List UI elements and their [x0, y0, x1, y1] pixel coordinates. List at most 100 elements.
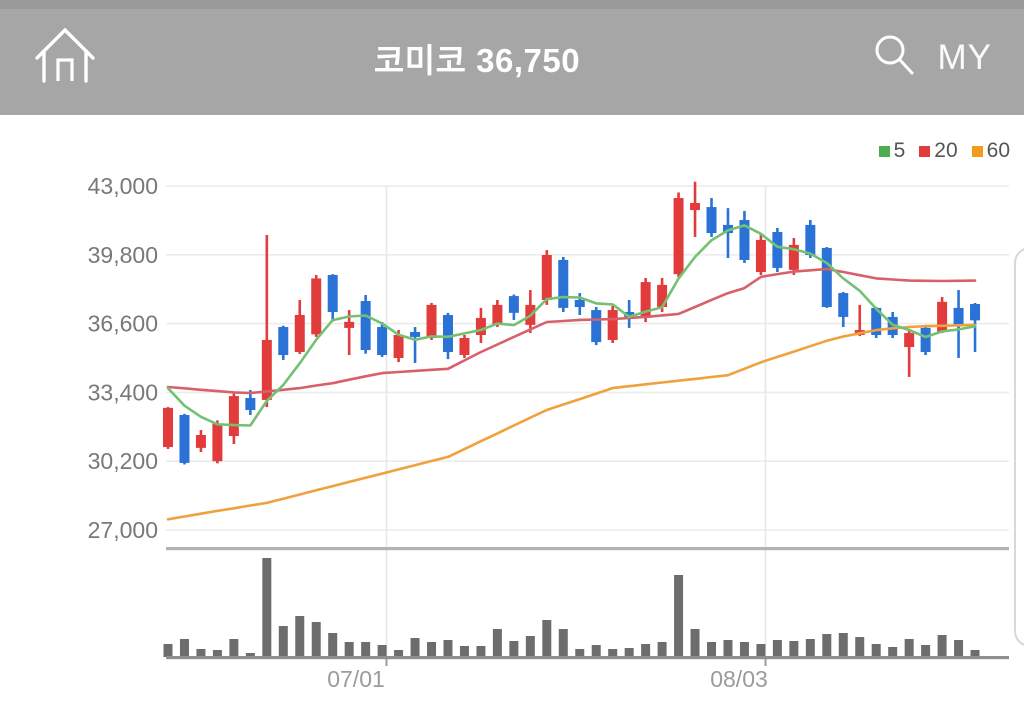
- candle-up: [657, 284, 668, 308]
- candle-down: [377, 327, 388, 355]
- home-icon[interactable]: [34, 26, 96, 89]
- volume-bar: [344, 642, 354, 657]
- volume-bar: [805, 639, 815, 657]
- volume-bar: [278, 626, 288, 657]
- candle-down: [706, 207, 717, 234]
- candle-up: [311, 278, 322, 335]
- volume-bar: [295, 616, 305, 657]
- volume-bar: [970, 650, 980, 657]
- candle-down: [278, 327, 289, 355]
- my-menu-button[interactable]: MY: [937, 37, 992, 77]
- volume-bar: [361, 642, 371, 657]
- volume-bar: [229, 639, 239, 657]
- volume-bar: [789, 641, 799, 657]
- candle-up: [426, 304, 437, 339]
- candle-up: [294, 315, 305, 352]
- candle-up: [788, 244, 799, 270]
- volume-bar: [311, 622, 321, 657]
- volume-bar: [328, 633, 338, 657]
- candle-down: [558, 259, 569, 308]
- candle-up: [475, 318, 486, 335]
- ma20-swatch: [919, 145, 931, 157]
- y-axis-label: 39,800: [88, 242, 158, 268]
- volume-bar: [756, 644, 766, 657]
- volume-bar: [690, 629, 700, 657]
- volume-bar: [888, 647, 898, 657]
- page-title: 코미코 36,750: [373, 41, 581, 79]
- volume-bar: [212, 650, 222, 657]
- candle-up: [541, 255, 552, 300]
- legend-label: 60: [986, 139, 1010, 162]
- ma60-swatch: [971, 145, 983, 157]
- ma-legend: 5 20 60: [878, 139, 1010, 163]
- candle-up: [607, 310, 618, 340]
- legend-item-ma20: 20: [919, 139, 958, 163]
- legend-label: 5: [893, 139, 906, 162]
- y-axis-label: 43,000: [88, 173, 158, 199]
- legend-item-ma5: 5: [878, 139, 906, 163]
- ma5-swatch: [878, 145, 890, 157]
- candle-down: [360, 301, 371, 351]
- candle-wick: [413, 327, 417, 363]
- candle-down: [327, 275, 338, 312]
- ma5-line: [166, 224, 977, 427]
- next-panel-edge[interactable]: [1014, 247, 1024, 647]
- volume-bar: [937, 635, 947, 657]
- candle-down: [920, 327, 931, 352]
- volume-bar: [179, 639, 189, 657]
- volume-bar: [394, 650, 404, 657]
- candle-up: [690, 202, 701, 211]
- volume-bar: [707, 642, 717, 657]
- volume-bar: [838, 633, 848, 657]
- volume-bar: [262, 558, 272, 657]
- candle-up: [755, 239, 766, 272]
- y-axis-label: 33,400: [88, 379, 158, 405]
- candle-up: [904, 333, 915, 348]
- volume-bar: [871, 644, 881, 657]
- status-strip: [0, 0, 1024, 9]
- volume-bar: [624, 648, 634, 657]
- volume-bar: [657, 642, 667, 657]
- volume-bar: [163, 644, 173, 657]
- candle-up: [937, 301, 948, 332]
- ma60-line: [166, 323, 977, 521]
- candle-up: [261, 339, 272, 400]
- volume-bar: [608, 649, 618, 657]
- volume-bar: [509, 641, 519, 657]
- volume-bar: [558, 629, 568, 657]
- candle-down: [624, 311, 635, 317]
- candle-up: [228, 396, 239, 437]
- candle-down: [970, 304, 981, 321]
- candle-down: [871, 307, 882, 335]
- volume-bar: [492, 629, 502, 657]
- volume-baseline: [166, 656, 1009, 660]
- candle-down: [591, 310, 602, 343]
- y-axis-label: 30,200: [88, 448, 158, 474]
- volume-bar: [954, 640, 964, 657]
- volume-bar: [377, 645, 387, 657]
- candle-down: [442, 315, 453, 352]
- volume-bar: [542, 620, 552, 657]
- candle-up: [393, 334, 404, 358]
- candle-down: [953, 307, 964, 325]
- pane-separator: [166, 547, 1009, 551]
- candle-up: [673, 198, 684, 275]
- app-header: 코미코 36,750 MY: [0, 0, 1024, 115]
- volume-bar: [921, 645, 931, 657]
- volume-bar: [427, 642, 437, 657]
- candle-up: [212, 423, 223, 462]
- candle-up: [459, 338, 470, 355]
- candle-down: [574, 299, 585, 308]
- volume-bar: [459, 646, 469, 657]
- y-axis-label: 27,000: [88, 517, 158, 543]
- candle-up: [492, 304, 503, 325]
- search-icon[interactable]: [872, 33, 916, 82]
- candle-down: [722, 224, 733, 234]
- candle-down: [821, 247, 832, 308]
- x-axis-label: 08/03: [710, 666, 768, 692]
- volume-bar: [641, 644, 651, 657]
- candle-wick: [347, 310, 351, 355]
- candle-up: [195, 434, 206, 448]
